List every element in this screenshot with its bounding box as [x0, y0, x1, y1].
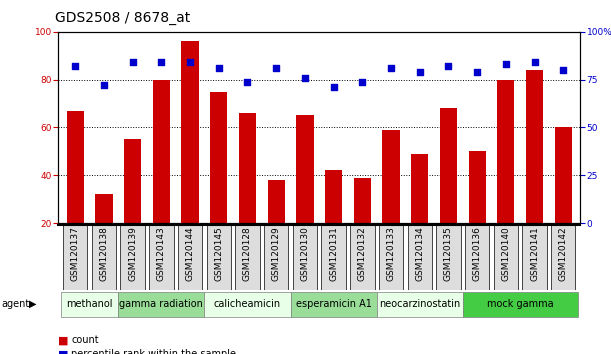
FancyBboxPatch shape: [63, 225, 87, 290]
Text: GSM120139: GSM120139: [128, 226, 137, 281]
Text: GSM120129: GSM120129: [272, 226, 280, 281]
Bar: [67, 111, 84, 271]
FancyBboxPatch shape: [235, 225, 260, 290]
Bar: [411, 154, 428, 271]
Text: GSM120135: GSM120135: [444, 226, 453, 281]
Text: methanol: methanol: [67, 299, 113, 309]
Text: GDS2508 / 8678_at: GDS2508 / 8678_at: [55, 11, 190, 25]
FancyBboxPatch shape: [465, 225, 489, 290]
Point: [558, 67, 568, 73]
Text: GSM120128: GSM120128: [243, 226, 252, 281]
Bar: [469, 152, 486, 271]
Point: [214, 65, 224, 71]
Point: [128, 59, 137, 65]
Text: ■: ■: [58, 335, 68, 345]
Point: [472, 69, 482, 75]
Text: gamma radiation: gamma radiation: [119, 299, 203, 309]
Point: [70, 63, 80, 69]
Bar: [354, 178, 371, 271]
Bar: [296, 115, 313, 271]
Point: [243, 79, 252, 84]
Point: [99, 82, 109, 88]
Text: GSM120131: GSM120131: [329, 226, 338, 281]
Bar: [268, 180, 285, 271]
FancyBboxPatch shape: [436, 225, 461, 290]
Text: calicheamicin: calicheamicin: [214, 299, 281, 309]
Point: [357, 79, 367, 84]
Bar: [440, 108, 457, 271]
Point: [300, 75, 310, 81]
Text: neocarzinostatin: neocarzinostatin: [379, 299, 460, 309]
Bar: [497, 80, 514, 271]
Text: GSM120145: GSM120145: [214, 226, 223, 281]
Text: percentile rank within the sample: percentile rank within the sample: [71, 349, 236, 354]
Point: [444, 63, 453, 69]
FancyBboxPatch shape: [321, 225, 346, 290]
FancyBboxPatch shape: [119, 292, 205, 317]
Text: GSM120140: GSM120140: [501, 226, 510, 281]
Bar: [124, 139, 141, 271]
Point: [386, 65, 396, 71]
Text: GSM120141: GSM120141: [530, 226, 539, 281]
FancyBboxPatch shape: [61, 292, 119, 317]
Text: GSM120137: GSM120137: [71, 226, 80, 281]
Text: GSM120143: GSM120143: [157, 226, 166, 281]
Bar: [95, 194, 112, 271]
Bar: [153, 80, 170, 271]
Bar: [555, 127, 572, 271]
Text: ■: ■: [58, 349, 68, 354]
FancyBboxPatch shape: [350, 225, 375, 290]
Text: ▶: ▶: [29, 299, 37, 309]
Point: [329, 85, 338, 90]
Text: GSM120130: GSM120130: [301, 226, 309, 281]
Point: [415, 69, 425, 75]
Point: [530, 59, 540, 65]
FancyBboxPatch shape: [376, 292, 463, 317]
Text: GSM120142: GSM120142: [558, 226, 568, 281]
Point: [501, 62, 511, 67]
Bar: [325, 171, 342, 271]
Text: GSM120132: GSM120132: [358, 226, 367, 281]
FancyBboxPatch shape: [463, 292, 577, 317]
FancyBboxPatch shape: [494, 225, 518, 290]
FancyBboxPatch shape: [178, 225, 202, 290]
Point: [271, 65, 281, 71]
Text: GSM120134: GSM120134: [415, 226, 424, 281]
Bar: [382, 130, 400, 271]
Bar: [210, 92, 227, 271]
Text: count: count: [71, 335, 99, 345]
Point: [185, 59, 195, 65]
FancyBboxPatch shape: [522, 225, 547, 290]
FancyBboxPatch shape: [293, 225, 317, 290]
FancyBboxPatch shape: [120, 225, 145, 290]
Bar: [239, 113, 256, 271]
FancyBboxPatch shape: [92, 225, 116, 290]
Text: GSM120144: GSM120144: [186, 226, 194, 281]
Text: GSM120138: GSM120138: [100, 226, 109, 281]
FancyBboxPatch shape: [408, 225, 432, 290]
Text: agent: agent: [2, 299, 30, 309]
FancyBboxPatch shape: [207, 225, 231, 290]
Bar: [181, 41, 199, 271]
FancyBboxPatch shape: [264, 225, 288, 290]
FancyBboxPatch shape: [149, 225, 174, 290]
Text: GSM120136: GSM120136: [473, 226, 481, 281]
FancyBboxPatch shape: [291, 292, 376, 317]
Text: GSM120133: GSM120133: [387, 226, 395, 281]
FancyBboxPatch shape: [551, 225, 576, 290]
FancyBboxPatch shape: [379, 225, 403, 290]
Bar: [526, 70, 543, 271]
Point: [156, 59, 166, 65]
Text: esperamicin A1: esperamicin A1: [296, 299, 371, 309]
Text: mock gamma: mock gamma: [487, 299, 554, 309]
FancyBboxPatch shape: [205, 292, 291, 317]
